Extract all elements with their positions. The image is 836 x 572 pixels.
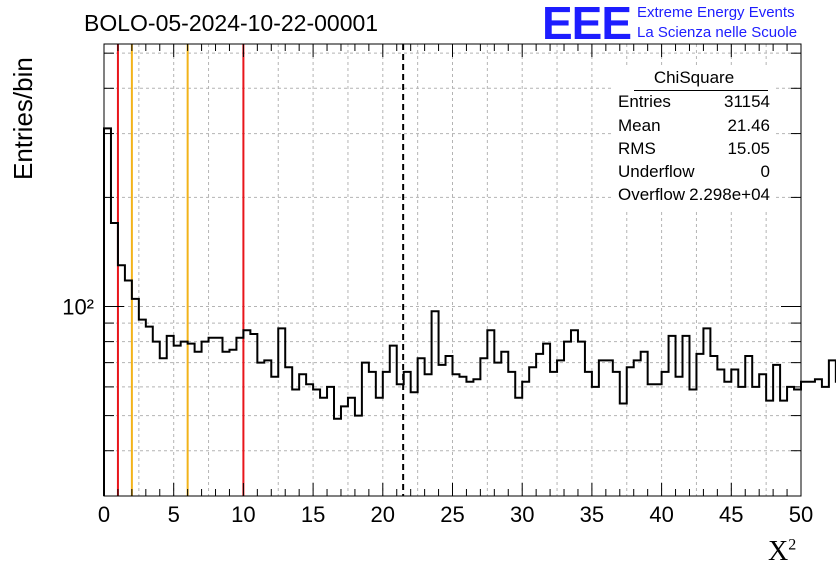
x-tick-label: 20 <box>371 502 395 527</box>
histogram-series <box>103 127 836 496</box>
stats-key: Underflow <box>618 162 695 181</box>
x-axis-label: X2 <box>768 536 797 567</box>
stats-value: 2.298e+04 <box>689 185 770 204</box>
y-tick-label: 10² <box>62 294 94 319</box>
stats-row-rms: RMS 15.05 <box>618 139 770 163</box>
chart-title: BOLO-05-2024-10-22-00001 <box>84 10 379 36</box>
x-tick-label: 15 <box>301 502 325 527</box>
stats-box: ChiSquare Entries 31154 Mean 21.46 RMS 1… <box>612 66 776 212</box>
x-tick-label: 10 <box>231 502 255 527</box>
logo-line-2: La Scienza nelle Scuole <box>637 24 798 41</box>
stats-value: 31154 <box>723 92 770 111</box>
x-tick-label: 25 <box>440 502 464 527</box>
histogram-outline <box>103 127 836 496</box>
x-tick-label: 40 <box>649 502 673 527</box>
stats-row-entries: Entries 31154 <box>618 92 770 116</box>
x-tick-label: 30 <box>510 502 534 527</box>
stats-value: 0 <box>760 162 770 181</box>
x-tick-label: 50 <box>789 502 813 527</box>
tick-labels: 0 5 10 15 20 25 30 35 40 45 50 10² <box>62 294 813 527</box>
stats-row-mean: Mean 21.46 <box>618 116 770 140</box>
reference-lines <box>116 44 405 496</box>
x-tick-label: 45 <box>719 502 743 527</box>
stats-title: ChiSquare <box>653 68 735 87</box>
stats-value: 15.05 <box>727 139 770 158</box>
stats-value: 21.46 <box>727 116 770 135</box>
logo-line-1: Extreme Energy Events <box>637 4 795 21</box>
stats-key: Overflow <box>618 185 686 204</box>
stats-key: RMS <box>618 139 656 158</box>
x-tick-label: 35 <box>580 502 604 527</box>
x-tick-label: 5 <box>168 502 180 527</box>
stats-row-overflow: Overflow 2.298e+04 <box>618 185 770 209</box>
stats-row-underflow: Underflow 0 <box>618 162 770 186</box>
y-axis-label: Entries/bin <box>8 57 38 180</box>
eee-logo: EEE <box>542 0 632 49</box>
axes-frame <box>103 43 802 497</box>
stats-key: Mean <box>618 116 661 135</box>
stats-key: Entries <box>618 92 671 111</box>
x-tick-label: 0 <box>98 502 110 527</box>
stats-title-underline <box>634 90 768 91</box>
